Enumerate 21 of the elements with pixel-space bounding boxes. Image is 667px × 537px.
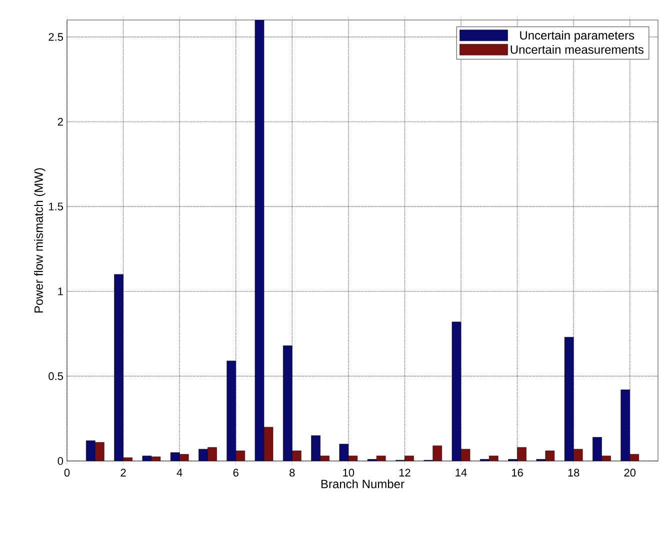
x-tick-label: 4: [176, 468, 182, 476]
y-tick-label: 0.5: [48, 372, 63, 380]
legend-label: Uncertain parameters: [520, 30, 634, 42]
legend-label: Uncertain measurements: [510, 45, 644, 54]
x-tick-label: 2: [120, 468, 126, 476]
y-tick-label: 1: [58, 288, 63, 296]
x-tick-label: 16: [512, 468, 523, 477]
y-tick-label: 1.5: [49, 202, 63, 210]
y-axis-title: Power flow mismatch (MW): [34, 168, 46, 313]
x-tick-label: 6: [233, 468, 238, 477]
x-tick-label: 8: [290, 468, 295, 477]
y-tick-label: 2.5: [48, 33, 63, 41]
x-tick-label: 14: [456, 468, 467, 476]
y-tick-label: 0: [58, 457, 64, 465]
x-tick-label: 20: [624, 468, 636, 477]
x-axis-title: Branch Number: [321, 479, 404, 488]
x-tick-label: 0: [64, 468, 70, 477]
y-tick-label: 2: [58, 118, 63, 126]
x-tick-label: 12: [399, 468, 410, 476]
x-tick-label: 18: [568, 468, 580, 477]
x-tick-label: 10: [343, 468, 354, 477]
